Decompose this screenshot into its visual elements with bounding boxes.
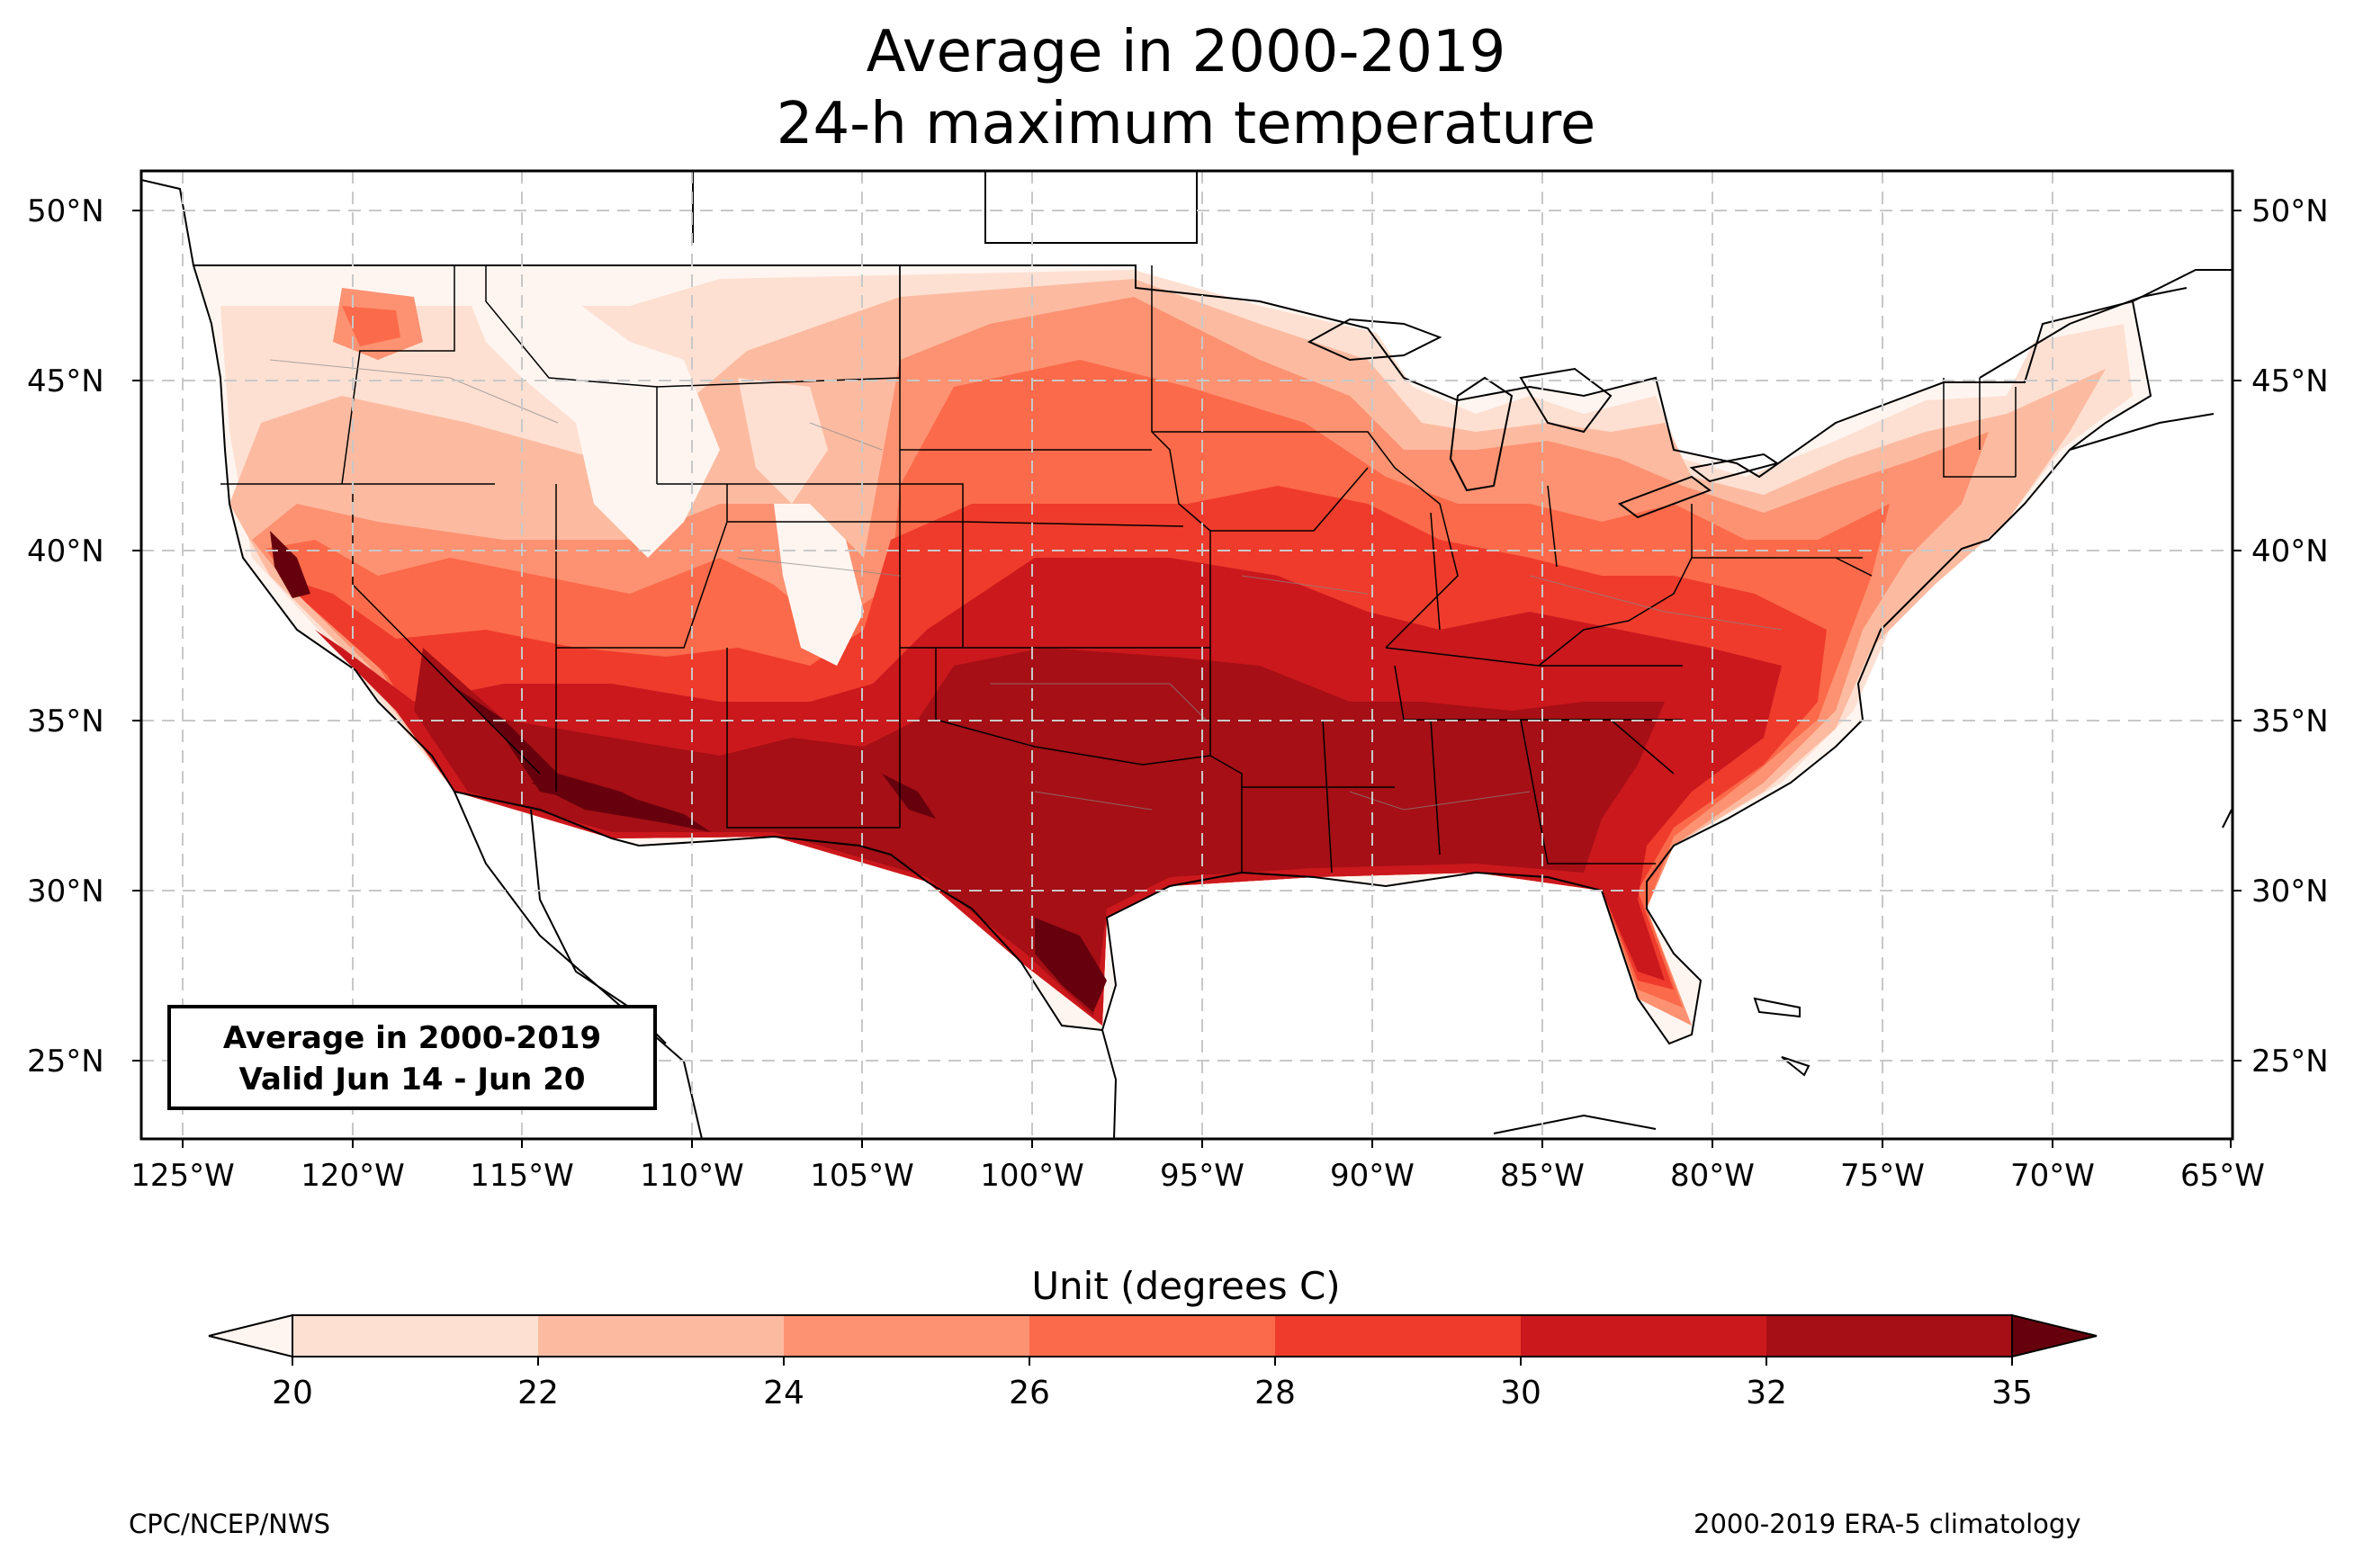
lon-label-70: 70°W [2010,1158,2095,1194]
lat-label-right-30: 30°N [2251,874,2329,909]
lon-label-125: 125°W [130,1158,235,1194]
lon-label-90: 90°W [1330,1158,1415,1194]
lat-label-right-40: 40°N [2251,533,2329,569]
lat-label-right-25: 25°N [2251,1044,2329,1080]
info-box: Average in 2000-2019 Valid Jun 14 - Jun … [167,1005,657,1110]
lat-label-right-50: 50°N [2251,193,2329,229]
credit-right: 2000-2019 ERA-5 climatology [1694,1509,2081,1539]
colorbar: 20 22 24 26 28 30 32 35 [208,1313,2098,1411]
lat-label-right-35: 35°N [2251,703,2329,739]
colorbar-segment [538,1315,785,1357]
info-box-line-2: Valid Jun 14 - Jun 20 [238,1062,586,1098]
lon-label-105: 105°W [810,1158,914,1194]
colorbar-segment [1275,1315,1522,1357]
lat-label-left-30: 30°N [27,874,104,909]
colorbar-over-triangle [2011,1313,2098,1358]
lat-label-left-40: 40°N [27,533,104,569]
info-box-line-1: Average in 2000-2019 [222,1020,602,1056]
gridlines [141,171,2233,1139]
lon-label-65: 65°W [2180,1158,2265,1194]
state-borders [220,265,2017,874]
colorbar-segment [784,1315,1030,1357]
lon-label-75: 75°W [1840,1158,1925,1194]
lat-label-right-45: 45°N [2251,363,2329,399]
lon-label-85: 85°W [1500,1158,1585,1194]
lon-label-115: 115°W [470,1158,574,1194]
lat-label-left-50: 50°N [27,193,104,229]
colorbar-tick-30: 30 [1500,1375,1541,1411]
colorbar-tick-24: 24 [763,1375,804,1411]
title-line-1: Average in 2000-2019 [866,19,1506,85]
lat-label-left-25: 25°N [27,1044,104,1080]
colorbar-tick-32: 32 [1746,1375,1787,1411]
colorbar-segment [292,1315,539,1357]
colorbar-frame [292,1314,2013,1357]
lat-label-left-35: 35°N [27,703,104,739]
lon-label-110: 110°W [640,1158,744,1194]
colorbar-segment [1521,1315,1767,1357]
map-frame [139,169,2234,1141]
lon-label-95: 95°W [1160,1158,1244,1194]
colorbar-tick-35: 35 [1991,1375,2033,1411]
colorbar-title: Unit (degrees C) [1031,1264,1341,1308]
colorbar-tick-28: 28 [1254,1375,1296,1411]
colorbar-segment [1766,1315,2013,1357]
colorbar-under-triangle [208,1313,293,1358]
lon-label-80: 80°W [1670,1158,1755,1194]
colorbar-segment [1029,1315,1276,1357]
colorbar-tick-26: 26 [1009,1375,1050,1411]
ticks [132,210,2242,1148]
title-line-2: 24-h maximum temperature [776,91,1596,157]
map-area [141,171,2233,1139]
lat-label-left-45: 45°N [27,363,104,399]
colorbar-tick-20: 20 [272,1375,313,1411]
lon-label-120: 120°W [301,1158,405,1194]
colorbar-tick-22: 22 [517,1375,559,1411]
lon-label-100: 100°W [980,1158,1084,1194]
credit-left: CPC/NCEP/NWS [129,1509,331,1539]
